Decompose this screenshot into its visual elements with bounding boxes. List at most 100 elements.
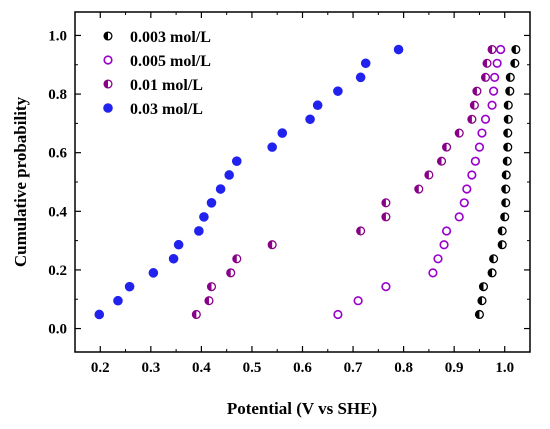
- data-point-series-1: [505, 86, 515, 96]
- data-point-series-3: [267, 240, 277, 250]
- data-point-series-1: [501, 170, 511, 180]
- data-point-series-4: [267, 142, 277, 152]
- data-point-series-1: [478, 282, 489, 292]
- legend: 0.003 mol/L 0.005 mol/L 0.01 mol/L 0.03 mol…: [103, 29, 211, 118]
- data-point-series-4: [360, 58, 371, 69]
- data-point-series-4: [231, 156, 242, 166]
- data-point-series-1: [503, 142, 513, 152]
- data-point-series-3: [204, 296, 214, 306]
- data-point-series-3: [356, 226, 366, 236]
- data-point-series-4: [305, 114, 315, 125]
- data-point-series-1: [511, 44, 521, 55]
- data-point-series-3: [482, 58, 492, 68]
- data-point-series-4: [393, 44, 404, 55]
- data-point-series-1: [489, 254, 499, 264]
- data-point-series-2: [454, 212, 464, 222]
- y-axis-title: Cumulative probability: [11, 96, 30, 267]
- x-tick-label: 1.0: [495, 360, 514, 376]
- data-point-series-3: [467, 114, 477, 124]
- data-point-series-3: [487, 44, 497, 55]
- data-point-series-1: [487, 268, 497, 278]
- data-point-series-4: [113, 295, 123, 306]
- data-point-series-1: [500, 212, 510, 222]
- y-tick-label: 0.8: [48, 87, 67, 103]
- data-point-series-2: [459, 198, 469, 208]
- data-point-series-4: [312, 100, 323, 111]
- data-point-series-3: [442, 142, 452, 152]
- x-tick-label: 0.2: [91, 360, 110, 376]
- data-point-series-2: [470, 156, 481, 166]
- data-point-series-3: [480, 72, 491, 82]
- data-point-series-1: [497, 240, 507, 250]
- data-point-series-4: [148, 268, 159, 278]
- data-point-series-3: [381, 198, 391, 208]
- data-point-series-4: [333, 86, 343, 96]
- data-point-series-2: [353, 296, 363, 306]
- data-point-series-2: [333, 309, 343, 320]
- y-axis-tick-labels: 0.0 0.2 0.4 0.6 0.8 1.0: [48, 28, 67, 337]
- data-point-series-3: [436, 156, 447, 166]
- data-point-series-4: [355, 72, 366, 83]
- legend-label-series-2: 0.005 mol/L: [130, 53, 211, 70]
- data-point-series-3: [472, 86, 482, 96]
- data-point-series-4: [173, 239, 184, 250]
- data-point-series-3: [469, 100, 479, 110]
- y-tick-label: 0.0: [48, 322, 67, 338]
- data-point-series-3: [414, 184, 424, 194]
- data-point-series-4: [199, 212, 209, 222]
- y-tick-label: 0.6: [48, 146, 67, 162]
- data-point-series-1: [501, 184, 511, 194]
- data-point-series-2: [381, 282, 391, 292]
- data-point-series-1: [502, 156, 512, 166]
- data-point-series-2: [433, 254, 443, 264]
- x-tick-label: 0.5: [243, 360, 262, 376]
- data-point-series-3: [381, 212, 391, 222]
- data-point-series-2: [480, 114, 491, 124]
- x-axis-title: Potential (V vs SHE): [227, 399, 377, 418]
- data-point-series-4: [194, 226, 204, 236]
- data-point-series-2: [428, 268, 438, 278]
- data-point-series-2: [487, 100, 497, 110]
- data-point-series-2: [496, 44, 506, 55]
- data-point-series-3: [454, 128, 464, 138]
- legend-label-series-3: 0.01 mol/L: [130, 77, 203, 94]
- data-point-series-3: [191, 309, 201, 320]
- data-point-series-4: [206, 198, 217, 208]
- y-tick-label: 1.0: [48, 28, 67, 44]
- data-point-series-2: [439, 240, 449, 250]
- data-point-series-1: [503, 100, 513, 110]
- y-tick-label: 0.2: [48, 263, 67, 279]
- legend-marker-series-4: [103, 103, 113, 113]
- data-point-series-4: [277, 128, 288, 138]
- legend-marker-series-2: [103, 55, 113, 65]
- x-tick-label: 0.9: [445, 360, 464, 376]
- data-point-series-1: [477, 296, 487, 306]
- x-tick-label: 0.3: [141, 360, 160, 376]
- data-point-series-4: [94, 309, 105, 320]
- data-point-series-1: [510, 58, 520, 68]
- data-point-series-1: [474, 309, 484, 320]
- data-point-series-2: [467, 170, 477, 180]
- legend-label-series-4: 0.03 mol/L: [130, 101, 203, 118]
- x-tick-label: 0.7: [344, 360, 363, 376]
- data-point-series-1: [503, 128, 513, 138]
- axis-ticks: [74, 12, 531, 352]
- data-point-series-2: [492, 58, 502, 68]
- legend-label-series-1: 0.003 mol/L: [130, 29, 211, 46]
- data-point-series-1: [505, 72, 515, 82]
- data-point-series-3: [232, 254, 242, 264]
- data-point-series-2: [477, 128, 487, 138]
- data-point-series-1: [503, 114, 513, 124]
- data-point-series-4: [224, 170, 234, 180]
- data-point-series-2: [474, 142, 485, 152]
- data-point-series-4: [168, 253, 179, 264]
- data-point-series-1: [497, 226, 507, 236]
- y-tick-label: 0.4: [48, 204, 67, 220]
- legend-marker-series-1: [103, 31, 113, 41]
- data-point-series-4: [215, 184, 226, 194]
- legend-marker-series-3: [103, 79, 113, 89]
- data-point-series-3: [424, 170, 434, 180]
- data-point-series-2: [489, 86, 499, 96]
- data-point-series-2: [490, 72, 500, 82]
